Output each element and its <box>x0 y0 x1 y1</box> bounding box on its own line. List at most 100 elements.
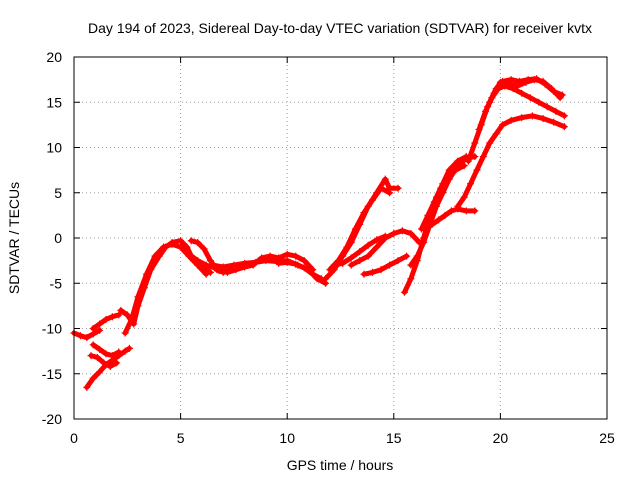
data-point <box>509 85 517 93</box>
data-point <box>232 266 240 274</box>
data-point <box>507 76 515 84</box>
data-point <box>266 252 274 260</box>
data-point <box>481 107 489 115</box>
x-tick-labels: 0 5 10 15 20 25 <box>70 430 615 446</box>
y-tick-label: -10 <box>42 321 62 337</box>
data-point <box>96 368 104 376</box>
data-point <box>428 220 436 228</box>
y-tick-label: -15 <box>42 366 62 382</box>
data-point <box>364 252 372 260</box>
data-point <box>526 94 534 102</box>
x-axis-label: GPS time / hours <box>287 457 394 473</box>
data-point <box>535 98 543 106</box>
x-tick-label: 0 <box>70 430 78 446</box>
data-point <box>373 243 381 251</box>
x-tick-label: 15 <box>386 430 402 446</box>
data-point <box>413 252 421 260</box>
data-point <box>543 103 551 111</box>
y-tick-labels: -20 -15 -10 -5 0 5 10 15 20 <box>42 49 62 427</box>
data-point <box>437 184 445 192</box>
data-point <box>134 293 142 301</box>
data-point <box>420 239 428 247</box>
data-point <box>202 270 210 278</box>
data-point <box>258 254 266 262</box>
data-point <box>121 347 129 355</box>
grid <box>74 57 607 419</box>
data-point <box>492 130 500 138</box>
data-point <box>364 241 372 249</box>
data-point <box>486 139 494 147</box>
series-arc-20 <box>418 162 468 233</box>
data-point <box>89 341 97 349</box>
data-point <box>407 261 415 269</box>
data-point <box>539 115 547 123</box>
data-point <box>121 329 129 337</box>
data-point <box>230 261 238 269</box>
y-tick-label: 5 <box>54 185 62 201</box>
data-point <box>326 266 334 274</box>
series-band <box>455 113 567 209</box>
data-point <box>125 344 133 352</box>
data-point <box>560 123 568 131</box>
data-point <box>100 359 108 367</box>
data-point <box>533 75 541 83</box>
data-point <box>550 87 558 95</box>
data-point <box>499 121 507 129</box>
data-point <box>106 363 114 371</box>
data-point <box>492 85 500 93</box>
data-point <box>185 250 193 258</box>
data-point <box>115 311 123 319</box>
x-tick-label: 5 <box>177 430 185 446</box>
data-point <box>347 254 355 262</box>
data-point <box>115 348 123 356</box>
data-point <box>96 345 104 353</box>
data-point <box>309 270 317 278</box>
data-point <box>552 107 560 115</box>
data-point <box>418 225 426 233</box>
series-band <box>361 253 410 277</box>
data-point <box>194 257 202 265</box>
data-point <box>283 250 291 258</box>
data-point <box>475 125 483 133</box>
data-point <box>168 240 176 248</box>
data-point <box>275 259 283 267</box>
series-band <box>84 345 132 390</box>
data-point <box>377 266 385 274</box>
data-point <box>447 207 455 215</box>
y-tick-label: -5 <box>50 275 63 291</box>
data-point <box>441 211 449 219</box>
data-point <box>443 175 451 183</box>
data-point <box>558 91 566 99</box>
data-point <box>224 268 232 276</box>
data-point <box>394 184 402 192</box>
data-points <box>70 75 568 391</box>
data-point <box>123 311 131 319</box>
y-tick-label: 20 <box>46 49 62 65</box>
data-point <box>368 268 376 276</box>
data-point <box>339 259 347 267</box>
data-point <box>407 229 415 237</box>
data-point <box>460 162 468 170</box>
data-point <box>283 258 291 266</box>
series-arc-12 <box>275 258 325 283</box>
data-point <box>102 315 110 323</box>
data-point <box>403 252 411 260</box>
data-point <box>83 334 91 342</box>
y-tick-label: 10 <box>46 140 62 156</box>
data-point <box>206 268 214 276</box>
series-band <box>408 154 478 268</box>
y-tick-label: 15 <box>46 94 62 110</box>
data-point <box>524 76 532 84</box>
data-point <box>330 261 338 269</box>
data-point <box>541 80 549 88</box>
data-point <box>486 98 494 106</box>
series-band <box>487 76 565 105</box>
data-point <box>102 350 110 358</box>
y-tick-label: 0 <box>54 230 62 246</box>
data-point <box>343 243 351 251</box>
data-point <box>452 166 460 174</box>
data-point <box>160 243 168 251</box>
series-arc-3 <box>87 352 121 371</box>
data-point <box>381 175 389 183</box>
